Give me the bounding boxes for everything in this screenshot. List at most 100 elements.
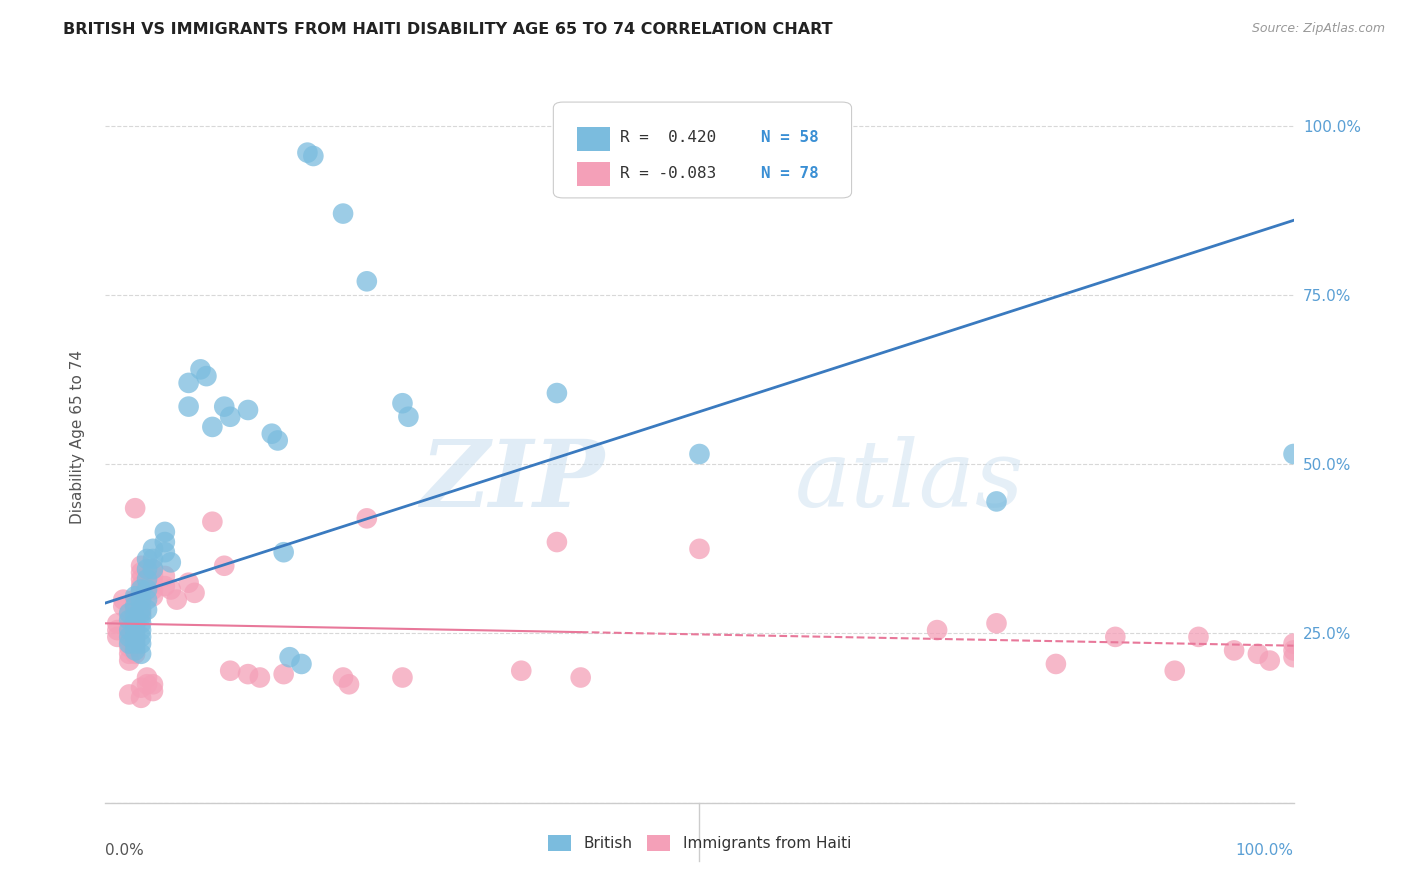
Point xyxy=(129,579,152,593)
Point xyxy=(129,558,152,573)
Point xyxy=(136,671,159,685)
Point xyxy=(105,630,128,644)
Point xyxy=(124,620,146,634)
Point xyxy=(124,647,146,661)
Point xyxy=(129,609,152,624)
Point xyxy=(236,403,259,417)
Point xyxy=(136,552,159,566)
Text: BRITISH VS IMMIGRANTS FROM HAITI DISABILITY AGE 65 TO 74 CORRELATION CHART: BRITISH VS IMMIGRANTS FROM HAITI DISABIL… xyxy=(63,22,832,37)
Point xyxy=(278,650,301,665)
Point xyxy=(129,592,152,607)
Text: R = -0.083: R = -0.083 xyxy=(620,166,716,180)
Point xyxy=(986,494,1008,508)
Point xyxy=(118,647,141,661)
Point xyxy=(986,616,1008,631)
Point xyxy=(142,582,165,597)
Point xyxy=(129,599,152,614)
Point xyxy=(136,562,159,576)
Point xyxy=(124,609,146,624)
Point xyxy=(166,592,188,607)
Point xyxy=(142,575,165,590)
Point xyxy=(689,541,711,556)
FancyBboxPatch shape xyxy=(554,102,852,198)
Point xyxy=(214,558,236,573)
Point xyxy=(129,630,152,644)
Point xyxy=(105,623,128,637)
Text: R =  0.420: R = 0.420 xyxy=(620,130,716,145)
Point xyxy=(124,626,146,640)
Point xyxy=(546,386,568,401)
Point xyxy=(118,654,141,668)
Point xyxy=(129,681,152,695)
Point xyxy=(569,671,592,685)
Y-axis label: Disability Age 65 to 74: Disability Age 65 to 74 xyxy=(70,350,84,524)
Point xyxy=(129,637,152,651)
Point xyxy=(201,420,224,434)
Point xyxy=(273,667,295,681)
Point xyxy=(136,582,159,597)
Point xyxy=(129,603,152,617)
Point xyxy=(142,562,165,576)
Point xyxy=(177,376,200,390)
Point xyxy=(124,599,146,614)
Point xyxy=(118,623,141,637)
Point xyxy=(546,535,568,549)
Point xyxy=(118,613,141,627)
Point xyxy=(129,623,152,637)
Point xyxy=(1282,650,1305,665)
Point xyxy=(219,664,242,678)
Point xyxy=(337,677,360,691)
Point xyxy=(118,688,141,702)
Point xyxy=(153,545,176,559)
Point xyxy=(689,447,711,461)
Point xyxy=(1282,637,1305,651)
Point xyxy=(1282,643,1305,657)
Point xyxy=(236,667,259,681)
Text: N = 78: N = 78 xyxy=(761,166,820,180)
Point xyxy=(159,555,181,569)
Point xyxy=(290,657,312,671)
Point xyxy=(153,524,176,539)
Point xyxy=(510,664,533,678)
Point xyxy=(136,575,159,590)
Text: N = 58: N = 58 xyxy=(761,130,820,145)
Bar xyxy=(576,127,610,151)
Point xyxy=(297,145,319,160)
Point xyxy=(129,606,152,620)
Point xyxy=(136,582,159,597)
Point xyxy=(1247,647,1270,661)
Point xyxy=(1164,664,1187,678)
Point xyxy=(153,569,176,583)
Point xyxy=(201,515,224,529)
Point xyxy=(159,582,181,597)
Point xyxy=(124,637,146,651)
Point xyxy=(129,566,152,580)
Point xyxy=(124,623,146,637)
Point xyxy=(124,633,146,648)
Point xyxy=(112,599,135,614)
Point xyxy=(136,677,159,691)
Point xyxy=(273,545,295,559)
Point xyxy=(219,409,242,424)
Text: atlas: atlas xyxy=(794,436,1024,526)
Point xyxy=(124,640,146,654)
Point xyxy=(124,643,146,657)
Point xyxy=(302,149,325,163)
Point xyxy=(356,274,378,288)
Point xyxy=(124,599,146,614)
Point xyxy=(118,606,141,620)
Point xyxy=(129,616,152,631)
Point xyxy=(396,409,419,424)
Point xyxy=(118,630,141,644)
Point xyxy=(129,586,152,600)
Point xyxy=(391,671,413,685)
Point xyxy=(177,575,200,590)
Point xyxy=(214,400,236,414)
Point xyxy=(925,623,948,637)
Point xyxy=(190,362,212,376)
Point xyxy=(153,579,176,593)
Point xyxy=(332,671,354,685)
Point xyxy=(267,434,290,448)
Point xyxy=(142,541,165,556)
Point xyxy=(391,396,413,410)
